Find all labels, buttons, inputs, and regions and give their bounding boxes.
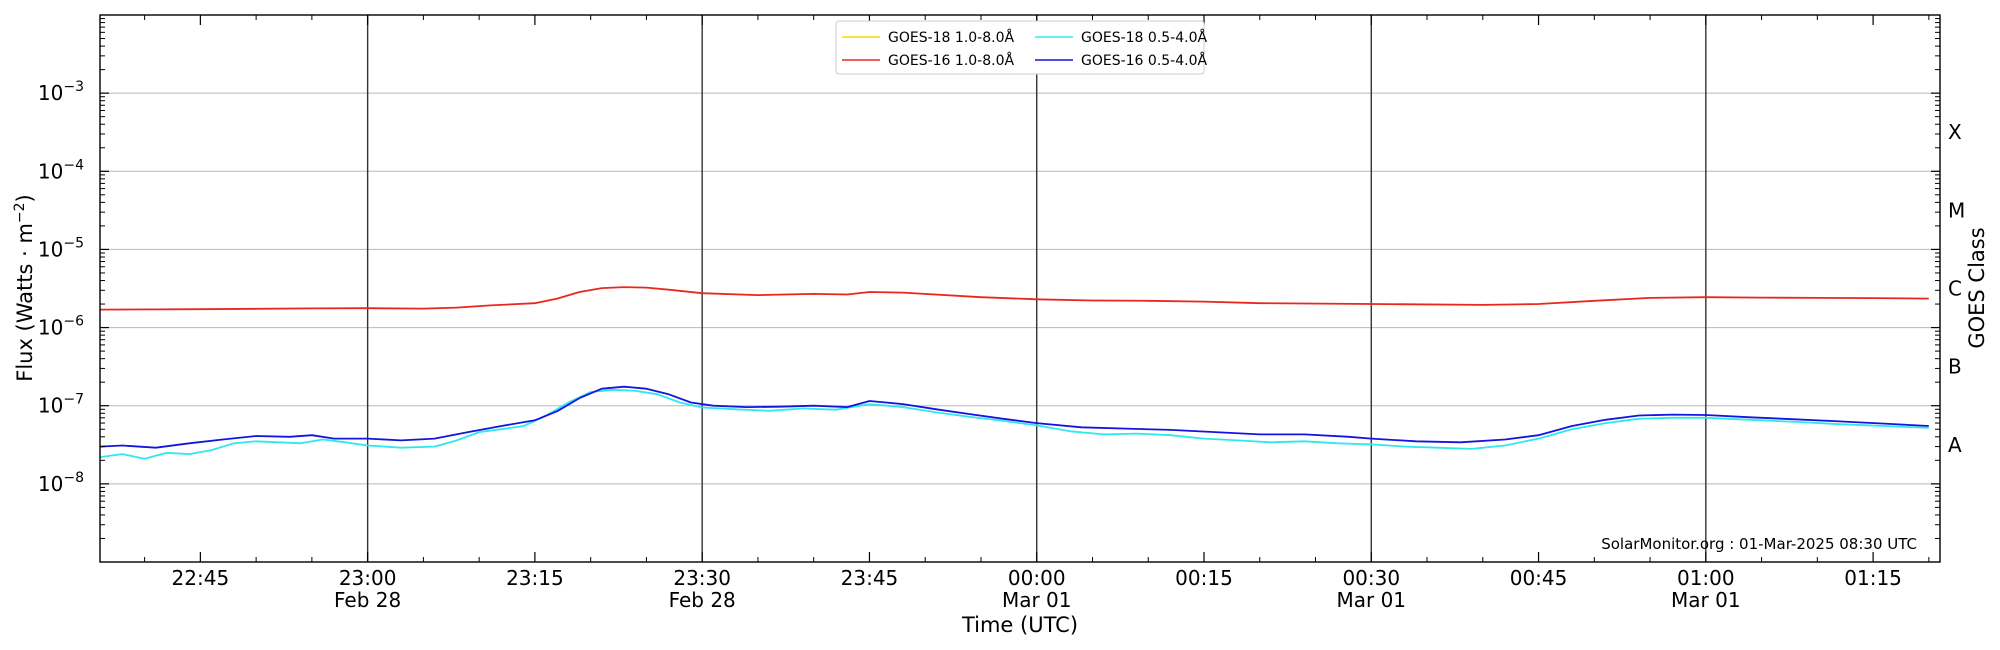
legend-box [835,20,1205,75]
vertical-time-lines [366,15,1707,562]
x-tick-date-label: Mar 01 [1671,588,1741,612]
series-line-g18_short [99,388,1929,460]
x-tick-date-label: Feb 28 [334,588,401,612]
series-line-g16_short [99,385,1929,449]
y-tick-label: 10−3 [38,79,84,105]
series-layer [99,286,1929,460]
x-tick-label: 00:30 [1342,566,1400,590]
legend: GOES-18 1.0-8.0Å GOES-16 1.0-8.0Å GOES-18 … [835,20,1207,75]
goes-class-b: B [1948,355,1962,379]
x-tick-label: 00:45 [1510,566,1568,590]
goes-class-x: X [1948,120,1962,144]
series-line-g16_long [99,286,1929,311]
horizontal-gridlines [100,92,1940,485]
x-tick-label: 23:15 [506,566,564,590]
x-tick-label: 23:45 [841,566,899,590]
x-tick-date-label: Feb 28 [669,588,736,612]
x-tick-label: 23:00 [339,566,397,590]
axis-ticks [100,15,1940,562]
legend-label-g16_long: GOES-16 1.0-8.0Å [888,52,1014,69]
plot-frame [99,14,1941,563]
goes-class-a: A [1948,433,1962,457]
y-axis-title: Flux (Watts · m−2) [12,194,37,382]
y-tick-label: 10−5 [38,235,84,261]
y-tick-labels: 10−8 10−7 10−6 10−5 10−4 10−3 [38,79,84,496]
goes-class-m: M [1948,198,1965,222]
x-tick-label: 00:15 [1175,566,1233,590]
x-tick-label: 23:30 [673,566,731,590]
y-tick-label: 10−4 [38,157,84,183]
y-tick-label: 10−8 [38,470,84,496]
x-tick-label: 00:00 [1008,566,1066,590]
goes-class-labels: A B C M X [1948,120,1965,457]
goes-class-c: C [1948,277,1962,301]
x-tick-label: 01:00 [1677,566,1735,590]
y-tick-label: 10−7 [38,392,84,418]
x-tick-label: 22:45 [172,566,230,590]
x-tick-date-label: Mar 01 [1336,588,1406,612]
legend-label-g18_long: GOES-18 1.0-8.0Å [888,29,1014,46]
x-axis-title: Time (UTC) [961,613,1078,637]
x-tick-label: 01:15 [1844,566,1902,590]
goes-class-axis-title: GOES Class [1965,227,1989,348]
x-tick-date-label: Mar 01 [1002,588,1072,612]
plot-background [100,15,1940,562]
credit-text: SolarMonitor.org : 01-Mar-2025 08:30 UTC [1601,535,1917,553]
legend-label-g16_short: GOES-16 0.5-4.0Å [1081,52,1207,69]
y-tick-label: 10−6 [38,314,84,340]
legend-label-g18_short: GOES-18 0.5-4.0Å [1081,29,1207,46]
